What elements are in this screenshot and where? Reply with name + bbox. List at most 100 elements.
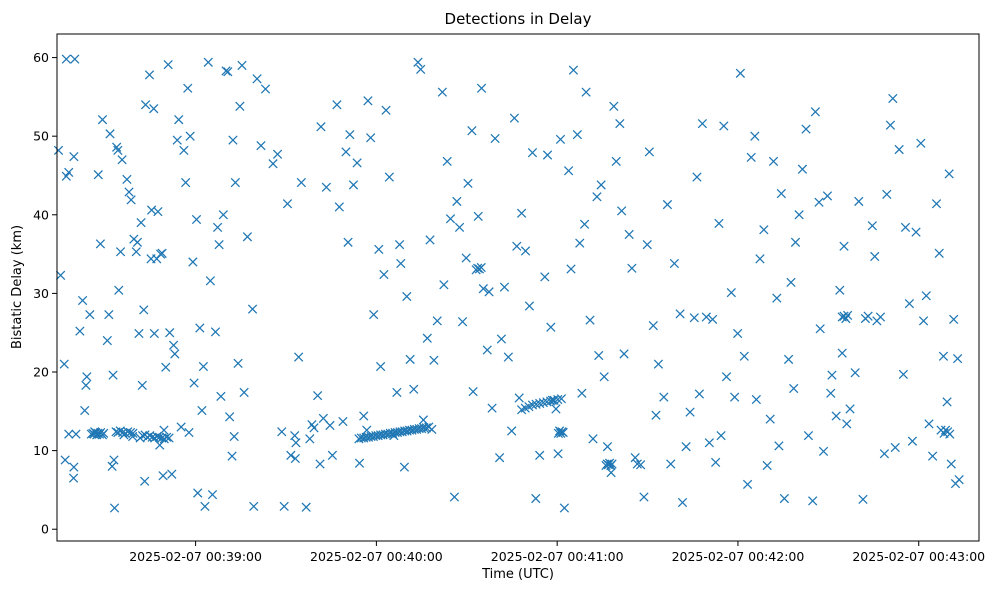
- data-point: [750, 131, 760, 141]
- data-point: [916, 138, 926, 148]
- data-point: [233, 358, 243, 368]
- data-point: [694, 389, 705, 399]
- data-point: [107, 461, 117, 471]
- data-point: [115, 247, 126, 257]
- data-point: [609, 101, 619, 111]
- data-point: [183, 83, 193, 93]
- y-tick-label: 10: [33, 443, 49, 458]
- data-point: [596, 180, 606, 190]
- data-point: [338, 416, 348, 427]
- data-point: [105, 129, 115, 139]
- data-point: [463, 178, 473, 188]
- data-point: [421, 423, 432, 433]
- data-point: [476, 83, 487, 93]
- data-point: [617, 206, 627, 216]
- data-point: [499, 282, 510, 292]
- data-point: [60, 455, 70, 465]
- data-point: [309, 423, 319, 433]
- data-point: [776, 188, 786, 199]
- data-point: [210, 327, 221, 337]
- data-point: [139, 305, 149, 315]
- data-point: [545, 396, 556, 406]
- data-point: [157, 248, 167, 258]
- data-point: [553, 449, 563, 459]
- data-point: [531, 399, 541, 409]
- data-point: [527, 148, 538, 158]
- data-point: [911, 227, 921, 237]
- data-point: [786, 277, 796, 288]
- data-point: [305, 434, 315, 444]
- data-point: [247, 304, 258, 314]
- data-point: [540, 272, 550, 282]
- data-point: [167, 469, 177, 479]
- x-tick-label: 2025-02-07 00:40:00: [310, 549, 443, 564]
- data-point: [850, 368, 860, 378]
- data-point: [181, 177, 191, 188]
- data-point: [282, 199, 293, 209]
- data-point: [345, 129, 355, 140]
- data-point: [467, 126, 477, 136]
- data-point: [95, 239, 106, 249]
- data-point: [132, 237, 143, 247]
- data-point: [235, 101, 245, 111]
- data-point: [445, 214, 456, 224]
- data-point: [369, 309, 379, 320]
- data-point: [599, 372, 609, 382]
- data-point: [555, 134, 566, 144]
- data-point: [366, 133, 376, 143]
- data-point: [375, 361, 386, 372]
- data-point: [161, 362, 171, 372]
- data-point: [708, 314, 718, 324]
- data-point: [879, 449, 890, 459]
- data-point: [503, 352, 514, 362]
- data-point: [277, 427, 287, 437]
- data-point: [158, 471, 168, 481]
- data-point: [70, 54, 80, 64]
- data-point: [689, 313, 699, 323]
- data-point: [237, 60, 247, 71]
- data-point: [797, 164, 808, 174]
- data-point: [468, 387, 478, 397]
- data-point: [256, 140, 266, 151]
- data-point: [559, 503, 570, 513]
- data-point: [225, 412, 235, 422]
- data-point: [221, 66, 231, 76]
- data-point: [490, 133, 500, 144]
- data-point: [875, 312, 886, 322]
- data-point: [949, 314, 959, 324]
- data-point: [437, 87, 448, 97]
- data-point: [140, 476, 150, 486]
- data-point: [894, 144, 904, 155]
- data-point: [128, 428, 138, 438]
- data-point: [575, 238, 585, 248]
- data-point: [399, 462, 410, 472]
- data-point: [424, 422, 434, 432]
- data-point: [268, 159, 278, 169]
- data-point: [207, 489, 218, 500]
- data-point: [164, 433, 174, 443]
- data-point: [507, 426, 517, 436]
- data-point: [677, 497, 688, 508]
- data-point: [735, 68, 746, 78]
- data-point: [611, 156, 621, 166]
- data-point: [520, 246, 531, 256]
- data-point: [218, 210, 228, 220]
- data-point: [842, 419, 852, 429]
- data-point: [185, 131, 195, 141]
- data-point: [642, 240, 652, 250]
- data-point: [704, 438, 714, 448]
- y-tick-label: 40: [33, 207, 49, 222]
- x-tick-label: 2025-02-07 00:43:00: [852, 549, 985, 564]
- data-point: [108, 370, 118, 380]
- data-point: [639, 492, 649, 502]
- data-point: [352, 158, 362, 168]
- data-point: [751, 394, 761, 405]
- data-point: [733, 328, 743, 339]
- x-axis-ticks: 2025-02-07 00:39:00 2025-02-07 00:40:00 20…: [129, 541, 985, 564]
- data-point: [615, 118, 625, 129]
- data-point: [681, 442, 691, 452]
- data-point: [531, 493, 541, 504]
- data-point: [835, 285, 845, 295]
- data-point: [53, 145, 64, 155]
